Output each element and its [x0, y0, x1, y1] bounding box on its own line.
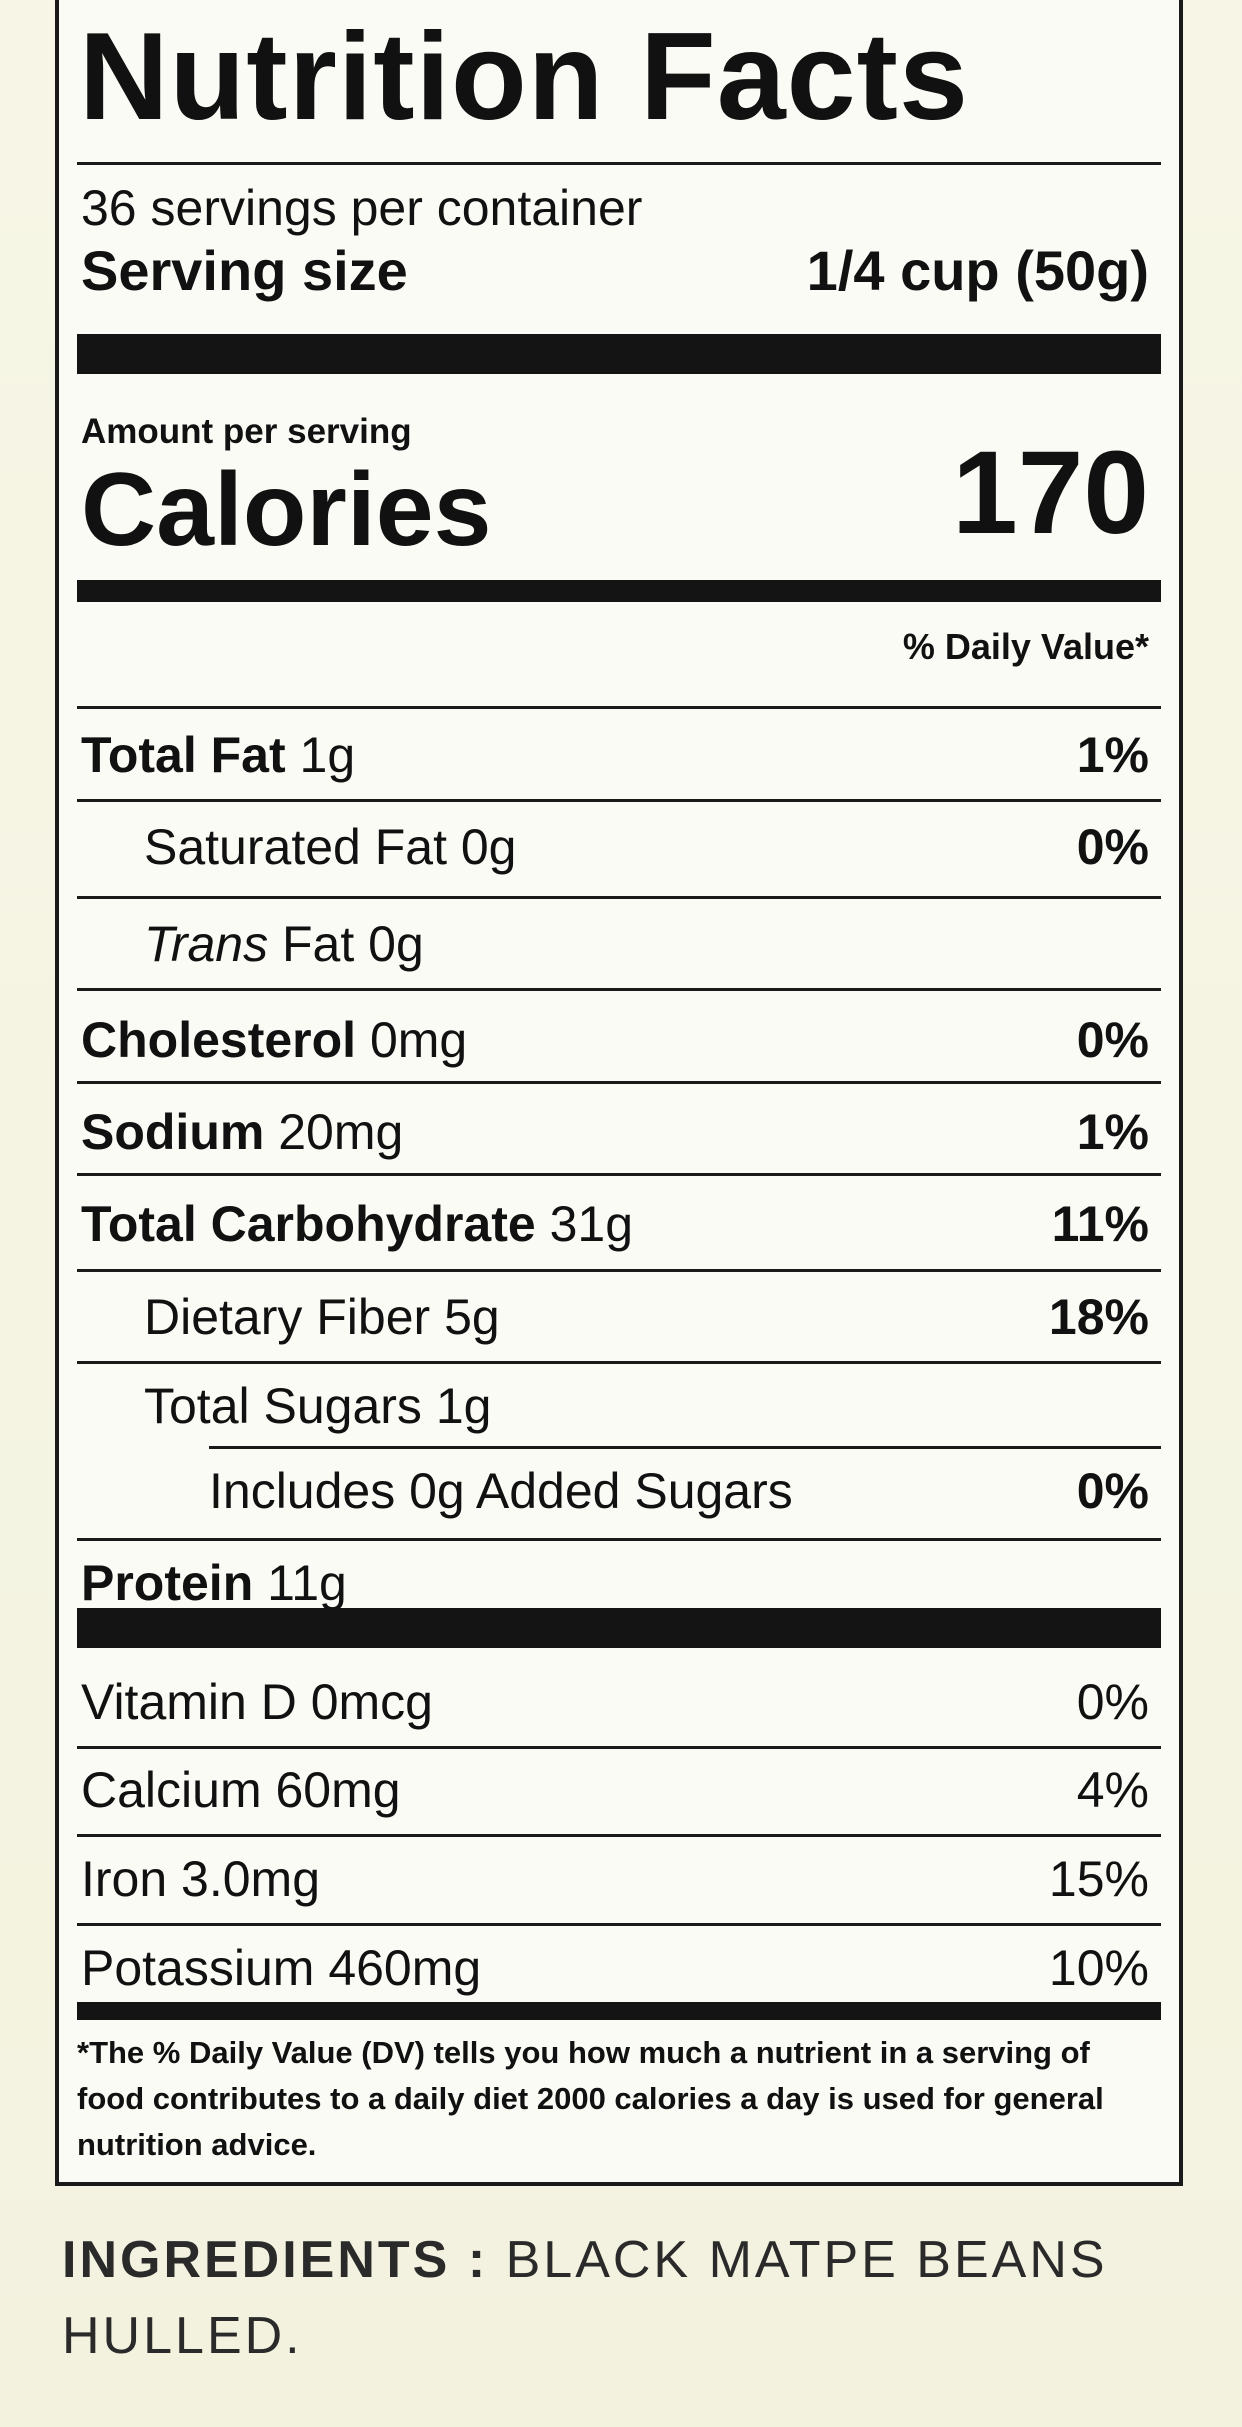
- nutrient-row: Total Sugars 1g: [144, 1375, 1149, 1437]
- rule: [77, 1173, 1161, 1176]
- rule: [77, 1834, 1161, 1837]
- nutrient-row: Sodium 20mg 1%: [81, 1101, 1149, 1163]
- rule: [77, 1923, 1161, 1926]
- daily-value: 18%: [1048, 1289, 1149, 1345]
- daily-value: 1%: [1076, 1104, 1149, 1160]
- daily-value: 0%: [1076, 1012, 1149, 1068]
- ingredients: INGREDIENTS : BLACK MATPE BEANS HULLED.: [62, 2222, 1202, 2374]
- nutrient-amount: 0mg: [369, 1012, 468, 1068]
- nutrient: Dietary Fiber 5g: [144, 1286, 500, 1348]
- nutrient-amount: 1g: [435, 1378, 492, 1434]
- vitamin-row: Vitamin D 0mcg 0%: [81, 1671, 1149, 1733]
- daily-value: 0%: [1076, 1463, 1149, 1519]
- rule: [77, 162, 1161, 165]
- serving-size-label: Serving size: [81, 239, 408, 302]
- nutrient-name: Sodium: [81, 1104, 265, 1160]
- vitamin-row: Potassium 460mg 10%: [81, 1937, 1149, 1999]
- nutrient-row: Total Fat 1g 1%: [81, 724, 1149, 786]
- daily-value-header: % Daily Value*: [902, 626, 1149, 667]
- daily-value: 0%: [1076, 819, 1149, 875]
- daily-value: 11%: [1051, 1196, 1149, 1252]
- nutrient-name: Protein: [81, 1555, 254, 1611]
- nutrient-name: Total Sugars: [144, 1378, 422, 1434]
- vitamin-row: Calcium 60mg 4%: [81, 1759, 1149, 1821]
- nutrient-name: Fat: [282, 916, 355, 972]
- nutrient-amount: 0g: [460, 819, 517, 875]
- rule: [77, 1081, 1161, 1084]
- nutrient: Trans Fat 0g: [144, 913, 424, 975]
- nutrient-name: Total Fat: [81, 727, 286, 783]
- medium-bar: [77, 2002, 1161, 2020]
- nutrient-name: Total Carbohydrate: [81, 1196, 536, 1252]
- vitamin-row: Iron 3.0mg 15%: [81, 1848, 1149, 1910]
- vitamin: Calcium 60mg: [81, 1762, 401, 1818]
- nutrient-amount: 11g: [267, 1555, 347, 1611]
- vitamin: Potassium 460mg: [81, 1940, 482, 1996]
- daily-value: 1%: [1076, 727, 1149, 783]
- nutrient-row: Trans Fat 0g: [144, 913, 1149, 975]
- nutrient-row: Includes 0g Added Sugars 0%: [209, 1460, 1149, 1522]
- ingredients-text: BLACK MATPE BEANS HULLED.: [62, 2231, 1108, 2365]
- amount-per-serving: Amount per serving: [81, 412, 412, 451]
- nutrient-name: Dietary Fiber: [144, 1289, 431, 1345]
- vitamin: Iron 3.0mg: [81, 1851, 321, 1907]
- calories-label: Calories: [81, 452, 492, 568]
- nutrient: Includes 0g Added Sugars: [209, 1460, 793, 1522]
- nutrient-row: Dietary Fiber 5g 18%: [144, 1286, 1149, 1348]
- daily-value: 10%: [1048, 1940, 1149, 1996]
- nutrient: Protein 11g: [81, 1552, 347, 1614]
- daily-value: 15%: [1048, 1851, 1149, 1907]
- medium-bar: [77, 580, 1161, 602]
- nutrient: Sodium 20mg: [81, 1101, 403, 1163]
- nutrient: Total Fat 1g: [81, 724, 355, 786]
- nutrient-row: Saturated Fat 0g 0%: [144, 816, 1149, 878]
- nutrient-amount: 31g: [549, 1196, 634, 1252]
- rule: [77, 988, 1161, 991]
- serving-size-value: 1/4 cup (50g): [806, 239, 1149, 302]
- nutrient-name-italic: Trans: [144, 916, 269, 972]
- nutrient-amount: 0g: [368, 916, 424, 972]
- nutrient-row: Total Carbohydrate 31g 11%: [81, 1193, 1149, 1255]
- nutrient-amount: 20mg: [278, 1104, 404, 1160]
- rule: [77, 1361, 1161, 1364]
- nutrient: Cholesterol 0mg: [81, 1009, 467, 1071]
- nutrient-amount: 1g: [299, 727, 356, 783]
- rule: [77, 706, 1161, 709]
- rule: [77, 896, 1161, 899]
- serving-size-row: Serving size 1/4 cup (50g): [81, 240, 1149, 302]
- nutrient: Saturated Fat 0g: [144, 816, 517, 878]
- nutrient: Total Sugars 1g: [144, 1375, 491, 1437]
- nutrient-row: Cholesterol 0mg 0%: [81, 1009, 1149, 1071]
- rule: [77, 799, 1161, 802]
- nutrition-label: Nutrition Facts 36 servings per containe…: [55, 0, 1183, 2186]
- nutrient-amount: 5g: [444, 1289, 500, 1345]
- rule: [209, 1446, 1161, 1449]
- nutrient-name: Cholesterol: [81, 1012, 357, 1068]
- daily-value: 4%: [1076, 1762, 1149, 1818]
- title: Nutrition Facts: [79, 8, 969, 146]
- calories-value: 170: [952, 427, 1149, 559]
- thick-bar: [77, 334, 1161, 374]
- thick-bar: [77, 1608, 1161, 1648]
- vitamin: Vitamin D 0mcg: [81, 1674, 433, 1730]
- nutrient-name: Includes 0g Added Sugars: [209, 1463, 793, 1519]
- daily-value: 0%: [1076, 1674, 1149, 1730]
- nutrient-name: Saturated Fat: [144, 819, 447, 875]
- nutrient: Total Carbohydrate 31g: [81, 1193, 633, 1255]
- ingredients-label: INGREDIENTS :: [62, 2231, 489, 2289]
- rule: [77, 1746, 1161, 1749]
- rule: [77, 1538, 1161, 1541]
- nutrient-row: Protein 11g: [81, 1552, 1149, 1614]
- rule: [77, 1269, 1161, 1272]
- footnote: *The % Daily Value (DV) tells you how mu…: [77, 2035, 1104, 2162]
- servings: 36 servings per container: [81, 180, 643, 236]
